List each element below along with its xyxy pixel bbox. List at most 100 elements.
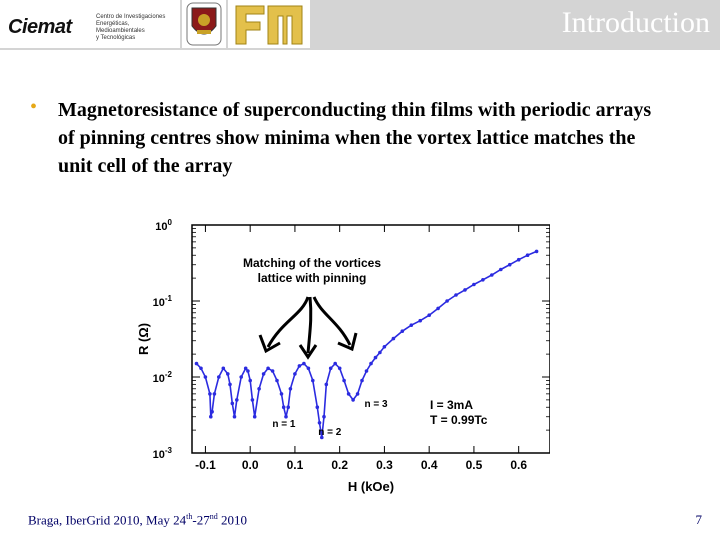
x-tick-label: 0.5: [466, 458, 483, 472]
plot-frame: [191, 224, 550, 454]
data-point: [232, 414, 237, 419]
annotation-text: lattice with pinning: [258, 271, 367, 285]
arrowhead-left: [258, 334, 281, 354]
slide-title: Introduction: [561, 6, 710, 39]
y-tick-label: 100: [155, 218, 172, 233]
data-point: [320, 435, 324, 440]
data-point: [400, 329, 405, 333]
data-point: [311, 378, 315, 383]
data-point: [199, 366, 203, 371]
x-tick-label: 0.1: [287, 458, 304, 472]
series-line: [195, 250, 537, 438]
arrowhead-right: [337, 332, 358, 352]
data-point: [317, 421, 322, 425]
data-point: [286, 405, 290, 409]
data-point: [228, 382, 232, 387]
bullet-marker-icon: •: [30, 96, 38, 118]
data-point: [243, 366, 248, 371]
data-point: [261, 372, 266, 376]
minimum-label: n = 2: [318, 427, 342, 438]
data-point: [281, 405, 286, 409]
minimum-label: n = 3: [365, 399, 389, 410]
data-point: [525, 253, 530, 257]
condition-text: I = 3mA: [430, 398, 473, 412]
data-point: [391, 336, 396, 341]
x-tick-label: -0.1: [195, 458, 216, 472]
minimum-label: n = 1: [272, 419, 296, 430]
data-point: [212, 392, 217, 396]
data-point: [507, 262, 512, 267]
footer-dash: -27: [192, 512, 210, 528]
y-tick-label: 10-2: [153, 370, 173, 385]
data-point: [346, 392, 351, 396]
data-point: [481, 278, 485, 282]
x-tick-label: 0.6: [510, 458, 527, 472]
data-point: [210, 409, 214, 414]
ciemat-org-name: Centro de Investigaciones Energéticas, M…: [96, 14, 176, 42]
annotation-arrow-middle: [306, 296, 313, 354]
y-tick-label: 10-1: [153, 294, 173, 309]
magnetoresistance-chart: 100 10-1 10-2 10-3 -0.1 0.0 0.1 0.2 0.3 0.4 0.5 0.6…: [136, 218, 550, 494]
data-point: [364, 369, 369, 373]
data-point: [315, 405, 320, 409]
data-point: [360, 378, 364, 383]
footer-citation: Braga, IberGrid 2010, May 24th-27nd 2010: [28, 512, 247, 528]
data-point: [239, 375, 243, 379]
org-name-line-3: y Tecnológicas: [96, 35, 136, 41]
data-point: [246, 369, 250, 373]
fm-logo-icon: [235, 5, 303, 45]
data-point: [288, 387, 293, 391]
data-point: [369, 361, 373, 366]
data-point: [378, 350, 382, 355]
data-point: [279, 392, 284, 396]
data-point: [284, 414, 288, 419]
data-point: [373, 355, 378, 360]
data-point: [516, 257, 521, 262]
annotation-arrow-left: [266, 296, 310, 348]
data-point: [328, 366, 333, 371]
x-tick-label: 0.0: [242, 458, 259, 472]
data-point: [302, 361, 306, 366]
fm-logo-block: [228, 0, 310, 48]
x-tick-label: 0.2: [331, 458, 348, 472]
data-point: [445, 299, 449, 303]
annotation-arrow-right: [312, 296, 352, 346]
data-point: [252, 414, 257, 419]
org-name-line-2: Energéticas, Medioambientales: [96, 21, 145, 34]
annotation-text: Matching of the vortices: [243, 256, 381, 270]
data-point: [230, 401, 235, 406]
data-point: [534, 249, 539, 254]
footer-sup-2: nd: [209, 512, 218, 521]
x-axis-label: H (kOe): [348, 479, 394, 494]
data-point: [270, 369, 275, 373]
x-tick-label: 0.3: [376, 458, 393, 472]
footer-text-after: 2010: [217, 512, 247, 528]
data-point: [355, 392, 360, 396]
condition-text: T = 0.99Tc: [430, 413, 488, 427]
data-point: [490, 273, 494, 277]
data-point: [454, 293, 458, 297]
data-point: [226, 372, 230, 376]
data-point: [209, 414, 213, 419]
ciemat-logo: Ciemat: [8, 16, 72, 38]
data-point: [250, 398, 255, 402]
data-point: [463, 288, 467, 292]
data-point: [337, 366, 342, 371]
data-point: [499, 267, 503, 272]
data-point: [382, 345, 387, 349]
data-point: [221, 366, 226, 371]
data-point: [203, 375, 208, 379]
data-point: [351, 398, 355, 402]
data-point: [248, 378, 252, 383]
data-point: [333, 361, 337, 366]
data-point: [194, 361, 199, 366]
data-point: [235, 398, 239, 402]
data-point: [208, 392, 212, 396]
data-point: [322, 414, 326, 419]
data-point: [324, 382, 329, 387]
data-point: [297, 364, 302, 368]
footer-sup-1: th: [186, 512, 193, 521]
university-crest-block: [182, 0, 226, 48]
data-point: [293, 372, 297, 376]
data-point: [217, 375, 221, 379]
